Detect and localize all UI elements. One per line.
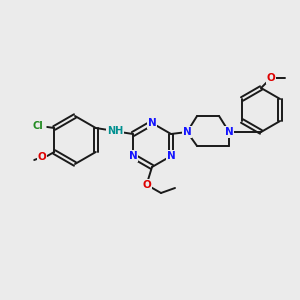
Text: O: O [267,73,275,83]
Text: O: O [38,152,46,162]
Text: N: N [148,118,156,128]
Text: N: N [129,151,137,161]
Text: N: N [183,127,191,137]
Text: N: N [225,127,233,137]
Text: N: N [167,151,176,161]
Text: NH: NH [107,126,123,136]
Text: O: O [142,180,152,190]
Text: Cl: Cl [33,121,44,131]
